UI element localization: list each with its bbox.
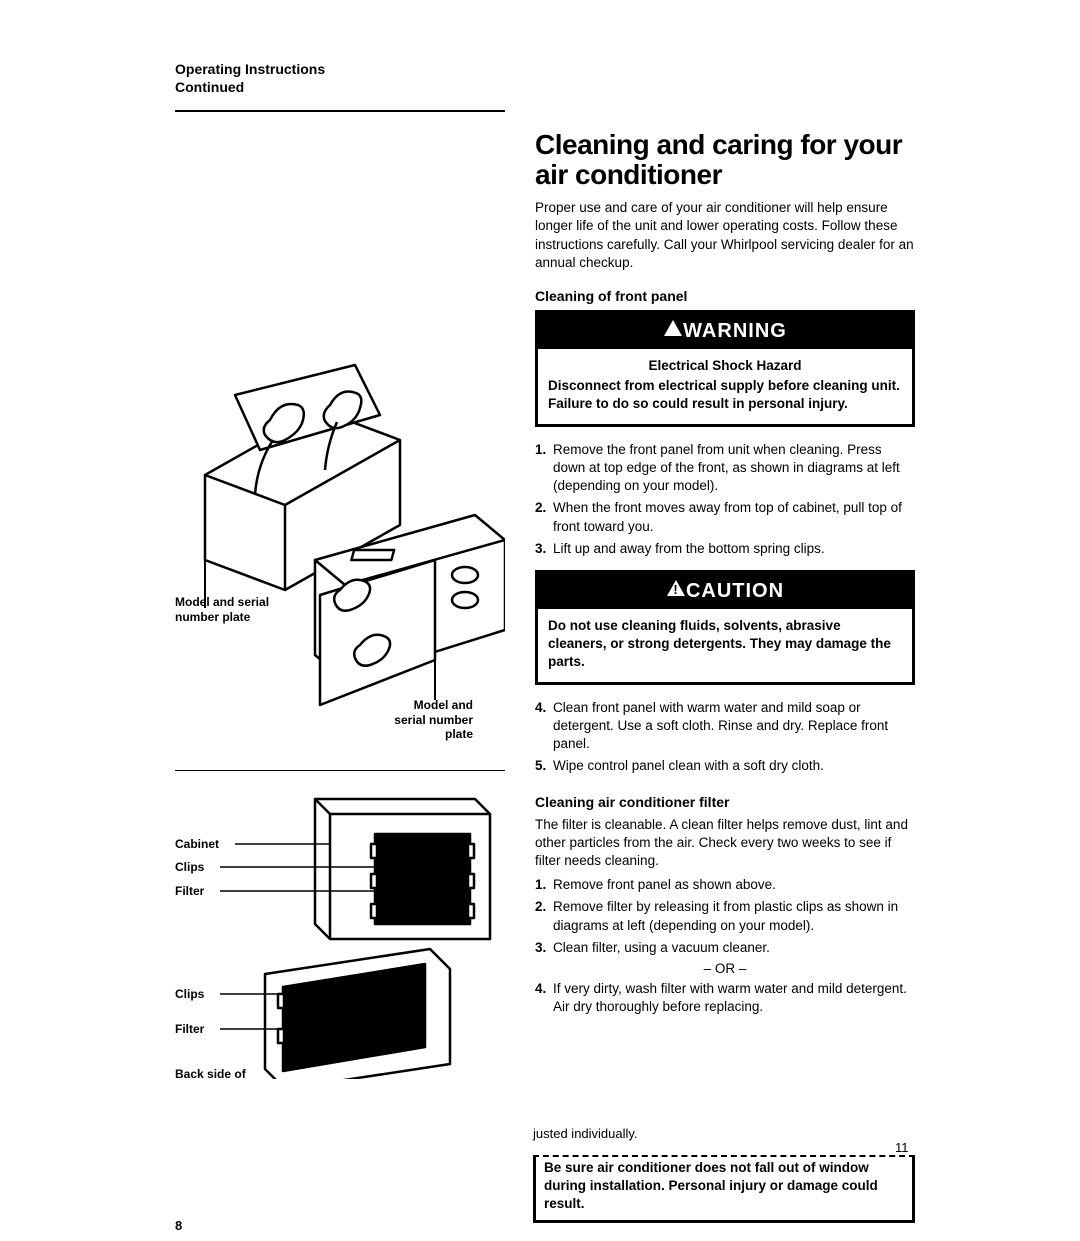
caution-box: ! CAUTION Do not use cleaning fluids, so… [535, 570, 915, 685]
header-line1: Operating Instructions [175, 61, 325, 77]
caution-triangle-icon: ! [666, 579, 686, 603]
page-number-8: 8 [175, 1218, 182, 1233]
caution-header: ! CAUTION [538, 573, 912, 609]
warning-body: Electrical Shock Hazard Disconnect from … [538, 349, 912, 424]
warning-text: Disconnect from electrical supply before… [548, 378, 900, 411]
caution-body: Do not use cleaning fluids, solvents, ab… [538, 609, 912, 682]
label-model-plate-a: Model and serial number plate [175, 595, 275, 624]
steps-b: 4.Clean front panel with warm water and … [535, 699, 915, 776]
fragment-warning-box: Be sure air conditioner does not fall ou… [533, 1155, 915, 1223]
left-column: Model and serial number plate Model and … [175, 130, 505, 1079]
subhead-filter: Cleaning air conditioner filter [535, 794, 915, 810]
step-item: 5.Wipe control panel clean with a soft d… [535, 757, 915, 775]
right-column: Cleaning and caring for your air conditi… [535, 130, 915, 1079]
filter-intro: The filter is cleanable. A clean filter … [535, 816, 915, 871]
warning-header: WARNING [538, 313, 912, 349]
rule-mid [175, 770, 505, 771]
warning-hazard: Electrical Shock Hazard [548, 357, 902, 375]
steps-c: 1.Remove front panel as shown above. 2.R… [535, 876, 915, 957]
label-cabinet: Cabinet [175, 837, 219, 851]
fragment-warning-text: Be sure air conditioner does not fall ou… [533, 1155, 915, 1223]
step-item: 4.If very dirty, wash filter with warm w… [535, 980, 915, 1016]
label-filter-1: Filter [175, 884, 204, 898]
illustration-panel-removal: Model and serial number plate Model and … [175, 360, 505, 730]
step-item: 4.Clean front panel with warm water and … [535, 699, 915, 754]
steps-d: 4.If very dirty, wash filter with warm w… [535, 980, 915, 1016]
header-line2: Continued [175, 79, 244, 95]
running-header: Operating Instructions Continued [175, 60, 915, 96]
rule-top [175, 110, 505, 112]
page-title: Cleaning and caring for your air conditi… [535, 130, 915, 189]
label-clips-2: Clips [175, 987, 204, 1001]
step-item: 3.Lift up and away from the bottom sprin… [535, 540, 915, 558]
manual-page: Operating Instructions Continued [175, 60, 915, 1079]
fragment-justed: justed individually. [533, 1126, 638, 1141]
intro-paragraph: Proper use and care of your air conditio… [535, 199, 915, 272]
subhead-front-panel: Cleaning of front panel [535, 288, 915, 304]
step-item: 3.Clean filter, using a vacuum cleaner. [535, 939, 915, 957]
warning-label: WARNING [683, 320, 787, 342]
columns: Model and serial number plate Model and … [175, 130, 915, 1079]
label-filter-2: Filter [175, 1022, 204, 1036]
label-model-plate-b: Model and serial number plate [383, 698, 473, 741]
step-item: 2.Remove filter by releasing it from pla… [535, 898, 915, 934]
illustration-filter: Cabinet Clips Filter Clips Filter Back s… [175, 789, 505, 1079]
step-item: 1.Remove front panel as shown above. [535, 876, 915, 894]
page-number-11: 11 [895, 1140, 909, 1155]
or-separator: – OR – [535, 961, 915, 976]
caution-label: CAUTION [686, 580, 784, 602]
label-back-side: Back side of [175, 1067, 246, 1081]
steps-a: 1.Remove the front panel from unit when … [535, 441, 915, 558]
warning-triangle-icon [663, 319, 683, 343]
svg-text:!: ! [673, 582, 678, 597]
label-clips-1: Clips [175, 860, 204, 874]
filter-svg [175, 789, 505, 1079]
step-item: 1.Remove the front panel from unit when … [535, 441, 915, 496]
panel-removal-svg [175, 360, 505, 730]
caution-text: Do not use cleaning fluids, solvents, ab… [548, 618, 891, 669]
step-item: 2.When the front moves away from top of … [535, 499, 915, 535]
warning-box: WARNING Electrical Shock Hazard Disconne… [535, 310, 915, 427]
